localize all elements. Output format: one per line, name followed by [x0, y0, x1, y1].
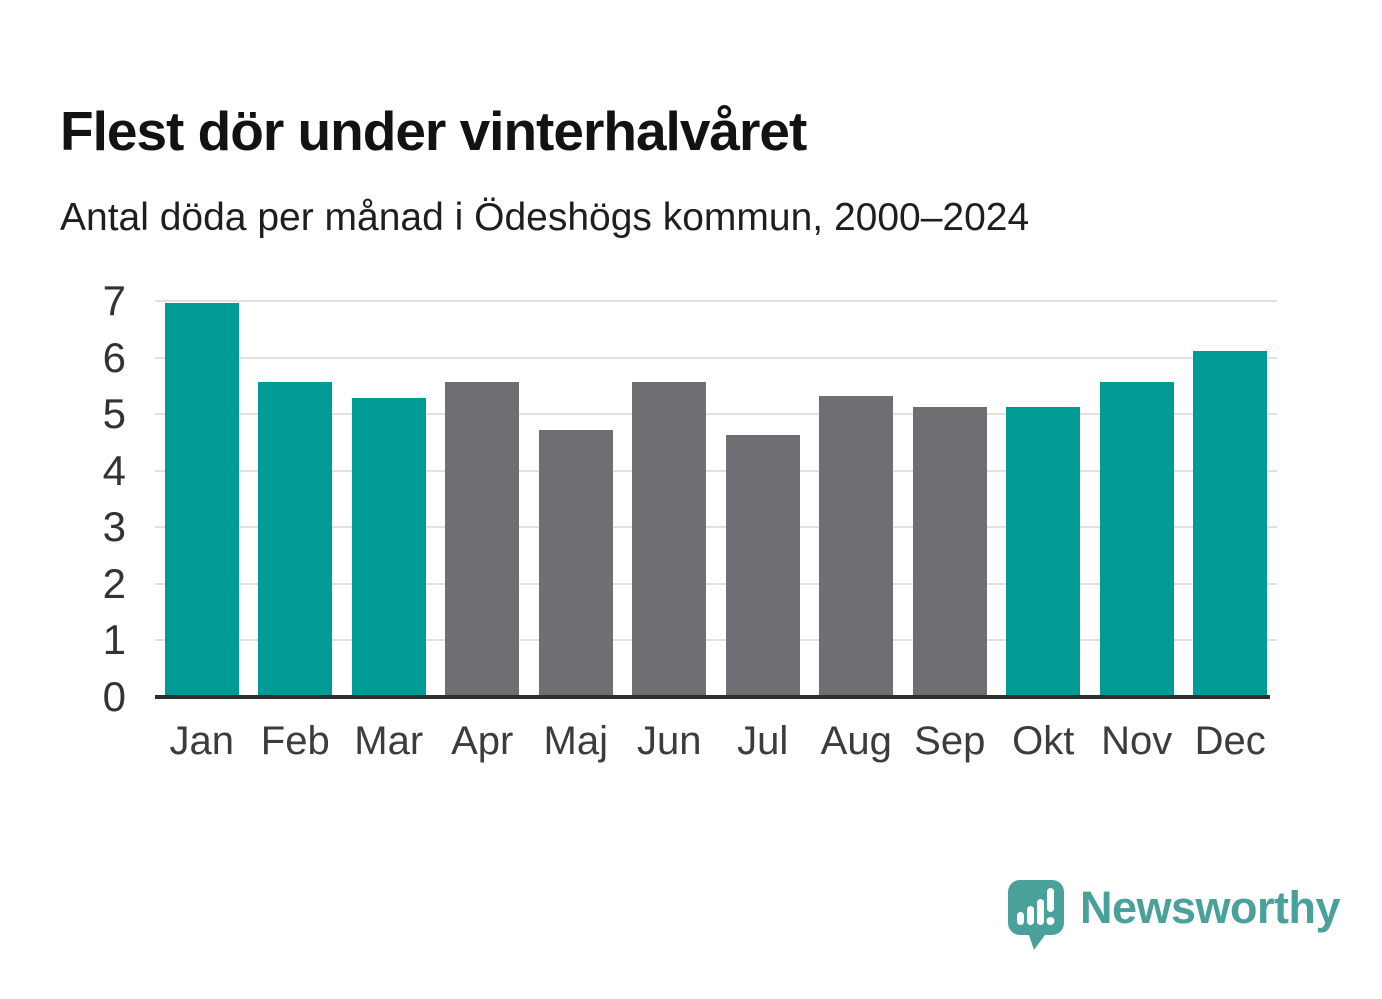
bar-slot-okt — [997, 301, 1091, 697]
bar-aug — [819, 396, 894, 697]
y-tick-label-4: 4 — [102, 446, 126, 494]
gridline-7 — [155, 300, 1277, 302]
y-tick-label-7: 7 — [102, 277, 126, 324]
bar-apr — [445, 382, 520, 697]
x-axis-line — [155, 695, 1270, 699]
bar-series — [155, 301, 1277, 697]
x-tick-label-okt: Okt — [1012, 719, 1075, 763]
x-axis: Jan Feb Mar Apr Maj Jun Jul Aug Sep Okt Nov Dec — [155, 719, 1277, 764]
bar-okt — [1006, 407, 1081, 697]
gridline-4 — [155, 469, 1277, 472]
gridline-5 — [155, 413, 1277, 416]
bar-maj — [538, 429, 613, 697]
gridline-2 — [155, 582, 1277, 585]
gridline-3 — [155, 526, 1277, 529]
gridline-6 — [155, 356, 1277, 359]
bar-jan — [164, 303, 239, 697]
x-tick-label-apr: Apr — [451, 719, 514, 763]
bar-slot-jan — [155, 301, 249, 697]
y-tick-label-0: 0 — [102, 673, 126, 720]
chart-title: Flest dör under vinterhalvåret — [60, 99, 807, 162]
y-tick-label-3: 3 — [102, 503, 126, 551]
bar-sep — [912, 407, 987, 697]
x-tick-label-sep: Sep — [914, 719, 986, 763]
bar-slot-mar — [342, 301, 436, 697]
bar-slot-jun — [623, 301, 717, 697]
newsworthy-logo: Newsworthy — [1008, 880, 1341, 952]
chart-subtitle: Antal döda per månad i Ödeshögs kommun, … — [60, 196, 1030, 239]
x-tick-label-jul: Jul — [737, 719, 789, 763]
y-tick-label-5: 5 — [102, 390, 126, 438]
x-tick-label-jan: Jan — [169, 719, 235, 763]
x-tick-label-jun: Jun — [637, 719, 702, 763]
bar-jun — [632, 382, 707, 697]
bar-slot-maj — [529, 301, 623, 697]
x-tick-label-mar: Mar — [354, 719, 424, 763]
bar-slot-jul — [716, 301, 810, 697]
bar-jul — [725, 434, 800, 697]
bar-mar — [351, 398, 426, 697]
bar-slot-sep — [903, 301, 997, 697]
x-tick-label-feb: Feb — [260, 719, 330, 763]
x-tick-label-nov: Nov — [1101, 719, 1173, 763]
y-tick-label-6: 6 — [102, 333, 126, 381]
y-tick-label-1: 1 — [102, 616, 126, 664]
x-tick-label-aug: Aug — [820, 719, 892, 763]
newsworthy-wordmark: Newsworthy — [1080, 882, 1341, 933]
gridline-1 — [155, 639, 1277, 642]
bar-slot-nov — [1090, 301, 1184, 697]
bar-slot-feb — [249, 301, 343, 697]
x-tick-label-dec: Dec — [1194, 719, 1266, 763]
bar-slot-apr — [436, 301, 530, 697]
bar-slot-aug — [810, 301, 904, 697]
bar-slot-dec — [1184, 301, 1278, 697]
bar-nov — [1099, 382, 1174, 697]
y-axis: 0 1 2 3 4 5 6 7 — [50, 280, 140, 718]
plot-area — [155, 300, 1277, 697]
x-tick-label-maj: Maj — [543, 719, 608, 763]
y-tick-label-2: 2 — [102, 559, 126, 607]
bar-dec — [1193, 350, 1268, 697]
bar-feb — [258, 382, 333, 697]
newsworthy-bubble-chart-icon — [1008, 880, 1064, 950]
